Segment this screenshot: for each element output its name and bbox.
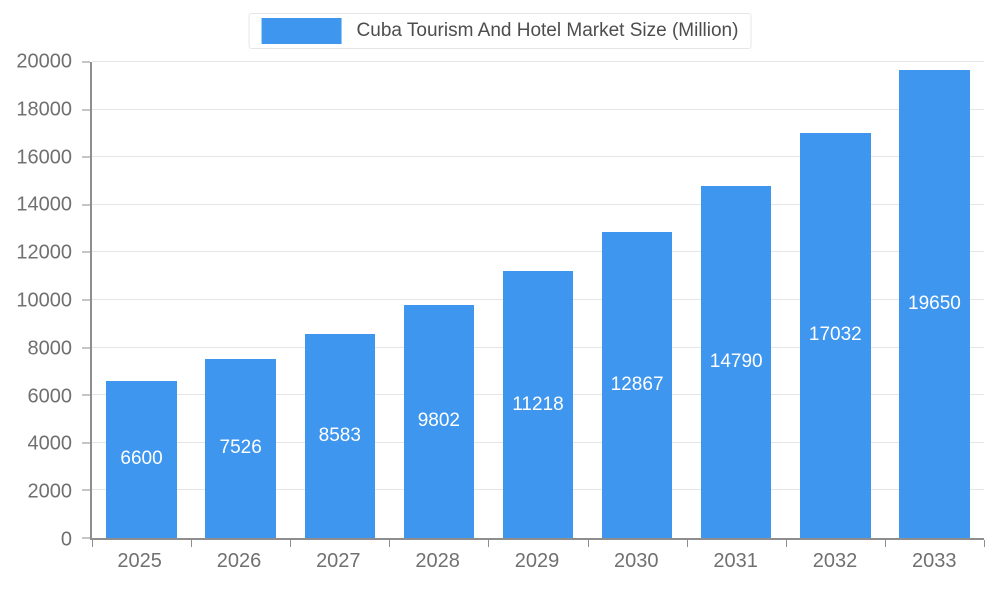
x-axis-tick-mark <box>984 540 985 547</box>
gridline <box>92 108 984 110</box>
y-axis-tick-mark <box>82 394 90 396</box>
y-axis-labels: 0 2000 4000 6000 8000 10000 12000 14000 16000 180… <box>0 51 82 551</box>
bars-layer: 6600 7526 8583 9802 11218 12867 14790 17032 1965… <box>92 62 984 538</box>
y-axis-tick-mark <box>82 251 90 253</box>
y-tick-label: 8000 <box>27 337 73 360</box>
bar-value-label: 9802 <box>417 410 461 432</box>
bar-value-label: 17032 <box>808 324 862 346</box>
bar-2029[interactable]: 11218 <box>502 271 574 538</box>
x-tick-label: 2029 <box>514 550 560 572</box>
x-tick-label: 2031 <box>713 550 758 572</box>
x-axis-tick-mark <box>587 540 589 547</box>
bar-2027[interactable]: 8583 <box>304 333 375 538</box>
x-tick-label: 2027 <box>316 550 361 572</box>
y-axis-tick-mark <box>82 442 90 444</box>
gridline <box>92 251 984 253</box>
x-tick-label: 2032 <box>812 550 858 572</box>
chart-legend[interactable]: Cuba Tourism And Hotel Market Size (Mill… <box>248 13 752 49</box>
x-axis-tick-mark <box>686 540 688 547</box>
y-tick-label: 12000 <box>16 241 72 264</box>
x-axis-tick-mark <box>488 540 490 547</box>
bar-2032[interactable]: 17032 <box>800 132 871 538</box>
y-tick-label: 2000 <box>27 480 73 503</box>
bar-slot: 12867 <box>588 62 687 538</box>
y-axis-tick-mark <box>82 204 90 206</box>
bar-slot: 9802 <box>389 62 488 538</box>
bar-value-label: 11218 <box>512 393 564 415</box>
x-tick-label: 2025 <box>117 550 162 572</box>
bar-slot: 19650 <box>885 62 984 538</box>
bar-2031[interactable]: 14790 <box>701 186 772 538</box>
bar-slot: 14790 <box>687 62 786 538</box>
gridline <box>92 203 984 205</box>
bar-slot: 7526 <box>191 62 290 538</box>
bar-value-label: 19650 <box>908 293 961 315</box>
y-axis-tick-mark <box>82 156 90 158</box>
x-axis-tick-mark <box>191 540 193 547</box>
x-tick-label: 2030 <box>614 550 659 572</box>
bar-slot: 17032 <box>786 62 885 538</box>
gridline <box>92 156 984 158</box>
y-axis-tick-mark <box>82 61 90 63</box>
x-axis-tick-mark <box>92 540 93 547</box>
bar-slot: 6600 <box>92 62 191 538</box>
bar-value-label: 12867 <box>610 373 664 395</box>
x-axis-tick-mark <box>290 540 292 547</box>
bar-slot: 8583 <box>290 62 389 538</box>
bar-2025[interactable]: 6600 <box>106 380 177 538</box>
x-tick-label: 2026 <box>216 550 262 572</box>
y-axis-tick-mark <box>82 109 90 111</box>
y-axis-tick-mark <box>82 299 90 301</box>
gridline <box>92 61 984 62</box>
y-axis-tick-mark <box>82 489 90 491</box>
y-tick-label: 20000 <box>16 50 72 73</box>
x-axis-tick-mark <box>785 540 787 547</box>
legend-swatch-icon <box>261 18 342 44</box>
y-tick-label: 10000 <box>16 289 72 312</box>
y-tick-label: 0 <box>60 528 72 551</box>
bar-value-label: 8583 <box>318 424 361 446</box>
chart-title: Cuba Tourism And Hotel Market Size (Mill… <box>356 20 739 41</box>
bar-2030[interactable]: 12867 <box>601 231 673 538</box>
y-axis-tick-mark <box>82 537 90 539</box>
bar-2026[interactable]: 7526 <box>205 358 276 538</box>
y-tick-label: 18000 <box>16 98 72 121</box>
x-axis-tick-mark <box>884 540 886 547</box>
x-axis-labels: 2025 2026 2027 2028 2029 2030 2031 2032 2033 <box>90 550 984 573</box>
bar-slot: 11218 <box>488 62 587 538</box>
y-tick-label: 6000 <box>27 385 73 408</box>
bar-2033[interactable]: 19650 <box>899 70 970 538</box>
bar-value-label: 7526 <box>219 437 262 459</box>
plot-area: 6600 7526 8583 9802 11218 12867 14790 17032 1965… <box>82 61 985 547</box>
y-axis-tick-mark <box>82 347 90 349</box>
bar-2028[interactable]: 9802 <box>403 304 475 538</box>
y-tick-label: 14000 <box>16 193 72 216</box>
y-tick-label: 4000 <box>27 432 73 455</box>
bar-value-label: 6600 <box>120 448 163 470</box>
bar-value-label: 14790 <box>709 351 763 372</box>
x-tick-label: 2028 <box>415 550 460 572</box>
x-axis-tick-mark <box>389 540 391 547</box>
x-tick-label: 2033 <box>912 550 957 572</box>
y-tick-label: 16000 <box>16 146 72 169</box>
